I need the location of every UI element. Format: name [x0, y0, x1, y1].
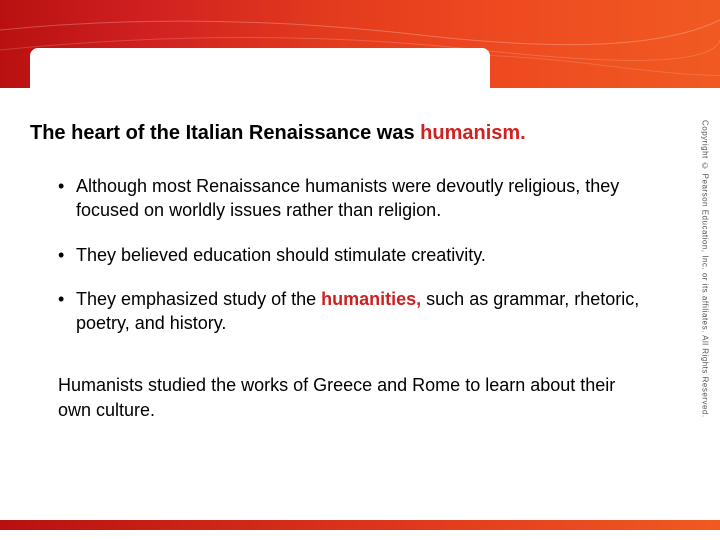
- list-item: Although most Renaissance humanists were…: [58, 174, 670, 223]
- heading-prefix: The heart of the Italian Renaissance was: [30, 122, 420, 144]
- bullet-text: Although most Renaissance humanists were…: [76, 176, 619, 220]
- bullet-list: Although most Renaissance humanists were…: [30, 174, 670, 335]
- header-band: [0, 0, 720, 88]
- bullet-text: They believed education should stimulate…: [76, 245, 486, 265]
- list-item: They emphasized study of the humanities,…: [58, 287, 670, 336]
- footer-bar: [0, 520, 720, 530]
- slide-heading: The heart of the Italian Renaissance was…: [30, 120, 670, 146]
- heading-highlight: humanism.: [420, 122, 526, 144]
- copyright-notice: Copyright © Pearson Education, Inc. or i…: [696, 120, 714, 480]
- list-item: They believed education should stimulate…: [58, 243, 670, 267]
- bullet-before: They emphasized study of the: [76, 289, 321, 309]
- closing-text: Humanists studied the works of Greece an…: [30, 373, 670, 422]
- slide-content: The heart of the Italian Renaissance was…: [30, 120, 670, 422]
- header-decorative-curves: [0, 0, 720, 88]
- bullet-highlight: humanities,: [321, 289, 421, 309]
